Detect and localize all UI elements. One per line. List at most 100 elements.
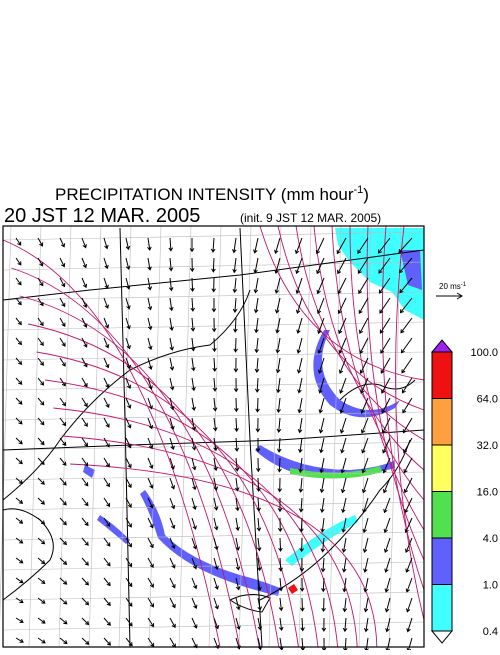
wind-vector: [169, 617, 176, 629]
wind-vector: [299, 537, 304, 553]
wind-vector: [338, 317, 347, 335]
wind-vector: [342, 577, 347, 593]
wind-vector: [81, 237, 87, 249]
grid-line: [2, 381, 425, 391]
wind-vector: [361, 437, 369, 454]
wind-vector: [321, 617, 327, 632]
wind-vector: [234, 417, 239, 433]
wind-vector: [360, 377, 369, 394]
wind-vector: [191, 617, 198, 629]
wind-vector: [168, 277, 174, 292]
colorbar-segment: [431, 351, 453, 399]
wind-vector: [59, 257, 66, 268]
wind-vector: [37, 357, 44, 366]
grid-line: [2, 561, 425, 571]
wind-vector: [190, 297, 195, 312]
wind-vector: [191, 457, 197, 471]
wind-vector: [384, 557, 391, 573]
wind-vector: [275, 337, 281, 354]
wind-vector: [297, 417, 303, 434]
wind-vector: [125, 497, 132, 508]
wind-vector: [147, 357, 153, 370]
wind-vector: [59, 597, 68, 605]
colorbar-segment: [431, 491, 453, 539]
wind-vector: [191, 517, 197, 530]
wind-vector: [37, 597, 46, 604]
wind-vector: [316, 277, 325, 295]
wind-vector: [37, 617, 46, 624]
wind-vector: [404, 497, 413, 514]
wind-vector: [15, 637, 24, 643]
wind-vector: [341, 497, 347, 514]
wind-vector: [319, 477, 325, 494]
wind-vector: [403, 437, 413, 454]
wind-vector: [147, 577, 154, 588]
grid-line: [2, 621, 425, 631]
wind-vector: [211, 277, 216, 293]
wind-vector: [125, 557, 133, 568]
wind-vector: [15, 477, 23, 485]
wind-vector: [277, 477, 283, 493]
wind-vector: [37, 477, 45, 485]
title: PRECIPITATION INTENSITY (mm hour-1): [55, 184, 369, 204]
wind-vector: [300, 617, 305, 632]
wind-vector: [125, 637, 133, 647]
wind-vector: [15, 377, 23, 385]
precip-spot: [288, 584, 298, 594]
wind-vector: [59, 557, 68, 565]
wind-vector: [297, 397, 303, 414]
wind-vector: [256, 497, 262, 512]
wind-vector: [300, 597, 305, 612]
wind-vector: [340, 437, 347, 454]
wind-vector: [59, 577, 68, 585]
wind-vector: [169, 297, 174, 312]
wind-vector: [380, 357, 391, 374]
wind-vector: [295, 257, 303, 275]
wind-vector: [299, 577, 305, 592]
wind-vector: [255, 397, 260, 413]
grid-line: [2, 591, 425, 601]
wind-vector: [235, 577, 241, 591]
wind-vector: [234, 457, 240, 472]
wind-vector: [103, 597, 111, 607]
wind-vector: [125, 337, 131, 350]
wind-vector: [255, 437, 261, 453]
colorbar-top: [430, 339, 454, 353]
wind-vector: [15, 457, 23, 465]
wind-vector: [125, 257, 131, 270]
wind-vector: [213, 597, 219, 610]
wind-vector: [81, 617, 90, 626]
wind-vector: [212, 337, 217, 353]
wind-vector: [253, 237, 259, 254]
wind-vector: [213, 537, 219, 551]
wind-vector: [315, 237, 325, 255]
wind-vector: [59, 397, 66, 407]
wind-vector: [381, 397, 391, 414]
wind-vector: [147, 597, 154, 608]
wind-vector: [169, 537, 176, 549]
wind-vector: [296, 357, 303, 374]
wind-vector: [319, 457, 325, 474]
colorbar-label: 1.0: [483, 580, 498, 592]
wind-vector: [147, 537, 154, 549]
wind-vector: [37, 297, 44, 307]
wind-vector: [278, 617, 284, 632]
wind-vector: [321, 577, 326, 593]
wind-vector: [81, 397, 88, 408]
wind-vector: [37, 557, 46, 565]
wind-vector: [257, 557, 262, 572]
isobar: [331, 225, 425, 501]
wind-vector: [15, 557, 24, 564]
wind-vector: [233, 337, 238, 353]
wind-vector: [381, 417, 391, 434]
wind-vector: [339, 397, 347, 414]
wind-vector: [276, 437, 282, 453]
wind-vector: [125, 477, 132, 489]
wind-vector: [81, 597, 90, 606]
wind-vector: [380, 337, 391, 354]
wind-vector: [384, 577, 391, 593]
wind-vector: [405, 557, 413, 573]
wind-vector: [189, 237, 195, 253]
wind-vector: [235, 517, 240, 532]
wind-vector: [378, 257, 391, 274]
